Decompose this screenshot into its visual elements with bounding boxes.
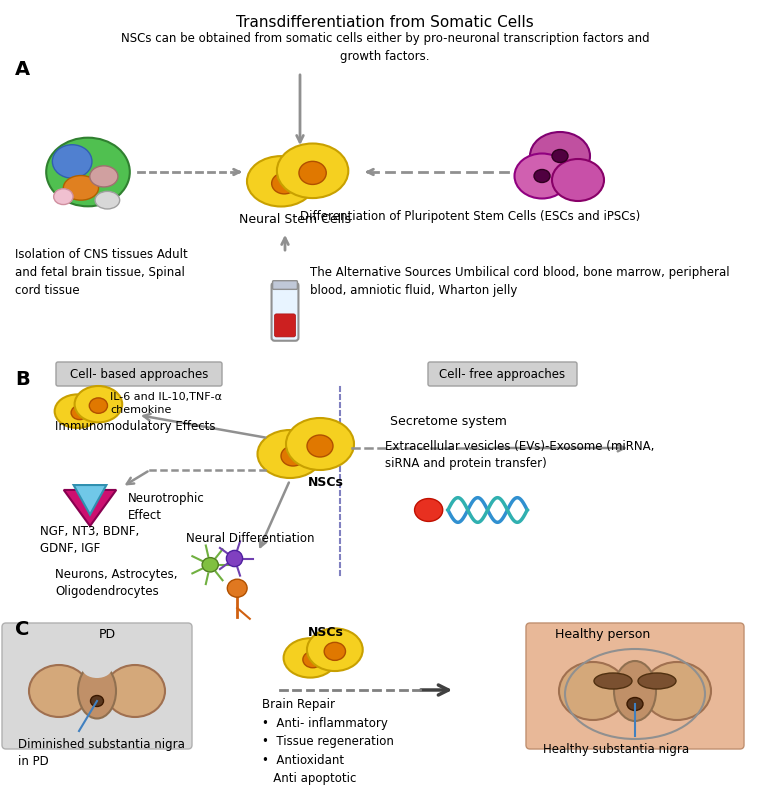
Ellipse shape bbox=[52, 145, 92, 179]
Ellipse shape bbox=[29, 665, 89, 717]
Text: Cell- based approaches: Cell- based approaches bbox=[70, 367, 208, 380]
Ellipse shape bbox=[54, 189, 73, 205]
Ellipse shape bbox=[277, 143, 348, 198]
Ellipse shape bbox=[514, 154, 570, 198]
Ellipse shape bbox=[272, 173, 297, 194]
Text: C: C bbox=[15, 620, 29, 639]
Ellipse shape bbox=[638, 673, 676, 689]
FancyBboxPatch shape bbox=[56, 362, 222, 386]
Text: Neurotrophic
Effect: Neurotrophic Effect bbox=[128, 492, 205, 522]
Text: Cell- free approaches: Cell- free approaches bbox=[439, 367, 565, 380]
Ellipse shape bbox=[534, 170, 550, 183]
Text: NSCs can be obtained from somatic cells either by pro-neuronal transcription fac: NSCs can be obtained from somatic cells … bbox=[121, 32, 649, 63]
Ellipse shape bbox=[559, 662, 627, 720]
Ellipse shape bbox=[307, 628, 363, 671]
Ellipse shape bbox=[247, 156, 315, 206]
Ellipse shape bbox=[283, 638, 337, 677]
Ellipse shape bbox=[55, 395, 100, 428]
Ellipse shape bbox=[594, 673, 632, 689]
Text: NGF, NT3, BDNF,
GDNF, IGF: NGF, NT3, BDNF, GDNF, IGF bbox=[40, 525, 139, 555]
Text: Healthy substantia nigra: Healthy substantia nigra bbox=[543, 743, 689, 756]
Ellipse shape bbox=[614, 661, 656, 721]
Ellipse shape bbox=[91, 696, 103, 706]
Text: NSCs: NSCs bbox=[308, 476, 344, 489]
Ellipse shape bbox=[627, 697, 643, 710]
Text: Neurons, Astrocytes,
Oligodendrocytes: Neurons, Astrocytes, Oligodendrocytes bbox=[55, 568, 178, 598]
Text: Neural Stem Cells: Neural Stem Cells bbox=[239, 213, 351, 226]
Ellipse shape bbox=[89, 398, 108, 414]
Text: The Alternative Sources Umbilical cord blood, bone marrow, peripheral
blood, amn: The Alternative Sources Umbilical cord b… bbox=[310, 266, 730, 297]
Ellipse shape bbox=[324, 642, 346, 661]
Ellipse shape bbox=[90, 166, 118, 187]
Ellipse shape bbox=[257, 430, 323, 478]
Text: Secretome system: Secretome system bbox=[390, 415, 507, 428]
Text: Transdifferentiation from Somatic Cells: Transdifferentiation from Somatic Cells bbox=[236, 15, 534, 30]
Ellipse shape bbox=[78, 663, 116, 719]
Text: Extracellular vesicles (EVs)-Exosome (miRNA,
siRNA and protein transfer): Extracellular vesicles (EVs)-Exosome (mi… bbox=[385, 440, 654, 470]
Ellipse shape bbox=[71, 406, 88, 419]
Ellipse shape bbox=[95, 191, 119, 209]
Text: NSCs: NSCs bbox=[308, 626, 344, 639]
Text: IL-6 and IL-10,TNF-α
chemokine: IL-6 and IL-10,TNF-α chemokine bbox=[110, 392, 222, 415]
Ellipse shape bbox=[202, 558, 219, 572]
Text: Brain Repair
•  Anti- inflammatory
•  Tissue regeneration
•  Antioxidant
   Anti: Brain Repair • Anti- inflammatory • Tiss… bbox=[262, 698, 394, 785]
FancyBboxPatch shape bbox=[273, 281, 297, 289]
Text: A: A bbox=[15, 60, 30, 79]
Ellipse shape bbox=[530, 132, 590, 180]
FancyBboxPatch shape bbox=[526, 623, 744, 749]
Ellipse shape bbox=[63, 175, 99, 200]
Ellipse shape bbox=[299, 161, 326, 184]
Text: Isolation of CNS tissues Adult
and fetal brain tissue, Spinal
cord tissue: Isolation of CNS tissues Adult and fetal… bbox=[15, 248, 188, 297]
Ellipse shape bbox=[552, 159, 604, 201]
Text: Healthy person: Healthy person bbox=[555, 628, 650, 641]
Text: Immunomodulatory Effects: Immunomodulatory Effects bbox=[55, 420, 216, 433]
Ellipse shape bbox=[552, 150, 568, 163]
Ellipse shape bbox=[82, 658, 112, 678]
Ellipse shape bbox=[286, 418, 354, 470]
FancyBboxPatch shape bbox=[2, 623, 192, 749]
Ellipse shape bbox=[75, 386, 122, 422]
Text: Differentiation of Pluripotent Stem Cells (ESCs and iPSCs): Differentiation of Pluripotent Stem Cell… bbox=[300, 210, 640, 223]
Ellipse shape bbox=[281, 446, 305, 466]
Ellipse shape bbox=[414, 499, 443, 521]
Polygon shape bbox=[64, 490, 116, 526]
Ellipse shape bbox=[307, 435, 333, 457]
Ellipse shape bbox=[46, 138, 130, 206]
FancyBboxPatch shape bbox=[428, 362, 577, 386]
FancyBboxPatch shape bbox=[274, 314, 296, 337]
Text: PD: PD bbox=[99, 628, 116, 641]
Ellipse shape bbox=[227, 579, 247, 597]
Ellipse shape bbox=[226, 551, 243, 567]
Ellipse shape bbox=[643, 662, 711, 720]
Text: Diminished substantia nigra
in PD: Diminished substantia nigra in PD bbox=[18, 738, 185, 768]
Text: Neural Differentiation: Neural Differentiation bbox=[186, 532, 314, 545]
Polygon shape bbox=[74, 485, 106, 515]
Text: B: B bbox=[15, 370, 30, 389]
Ellipse shape bbox=[303, 651, 323, 668]
FancyBboxPatch shape bbox=[272, 282, 299, 341]
Ellipse shape bbox=[105, 665, 165, 717]
